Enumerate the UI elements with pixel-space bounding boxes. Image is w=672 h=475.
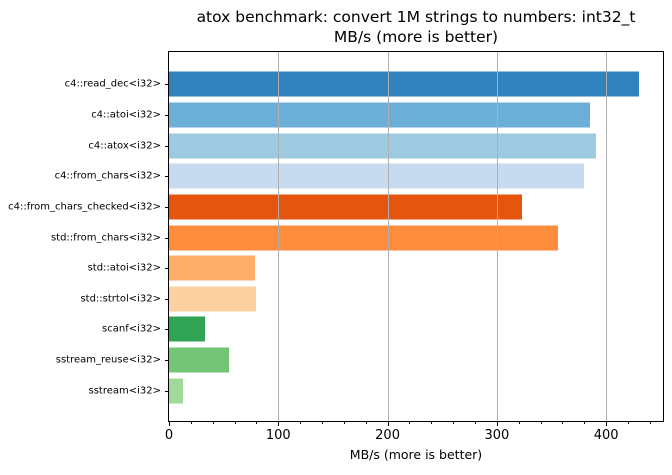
bar [169, 378, 184, 404]
bar-row: std::strtol<i32> [80, 283, 663, 314]
xtick-minor [343, 422, 345, 424]
xtick-minor [540, 422, 542, 424]
category-label: c4::read_dec<i32> [64, 78, 161, 90]
bar-row: c4::atoi<i32> [91, 100, 663, 131]
bar [169, 194, 522, 220]
ytick-mark [164, 145, 168, 147]
chart-title-line1: atox benchmark: convert 1M strings to nu… [196, 8, 636, 26]
xtick-minor [365, 422, 367, 424]
xtick-minor [584, 422, 586, 424]
chart-title-line2: MB/s (more is better) [333, 27, 499, 46]
bar-row: sstream_reuse<i32> [56, 345, 663, 376]
ytick-mark [164, 114, 168, 116]
xtick-minor [431, 422, 433, 424]
xtick-major [606, 422, 608, 426]
category-label: std::strtol<i32> [80, 293, 161, 305]
category-label: sstream<i32> [88, 385, 161, 397]
bar [169, 316, 206, 342]
bar [169, 163, 585, 189]
xtick-minor [628, 422, 630, 424]
xtick-label: 100 [265, 428, 291, 443]
gridline [606, 52, 608, 421]
xtick-minor [190, 422, 192, 424]
bar-row: std::from_chars<i32> [51, 222, 663, 253]
bar-row: scanf<i32> [102, 314, 663, 345]
ytick-mark [164, 298, 168, 300]
xtick-minor [409, 422, 411, 424]
bar-row: c4::from_chars<i32> [55, 161, 663, 192]
xtick-minor [562, 422, 564, 424]
ytick-mark [164, 268, 168, 270]
bar-row: sstream<i32> [88, 375, 663, 406]
bar [169, 225, 559, 251]
bar [169, 133, 597, 159]
bar [169, 347, 230, 373]
bar-row: c4::atox<i32> [88, 130, 663, 161]
xtick-major [169, 422, 170, 426]
category-label: c4::atox<i32> [88, 140, 161, 152]
bar [169, 71, 639, 97]
xtick-minor [518, 422, 520, 424]
xtick-minor [649, 422, 651, 424]
plot-area: c4::read_dec<i32>c4::atoi<i32>c4::atox<i… [8, 51, 664, 443]
ytick-mark [164, 176, 168, 178]
category-label: std::from_chars<i32> [50, 232, 161, 244]
xtick-label: 200 [375, 428, 400, 443]
bar-row: std::atoi<i32> [88, 253, 663, 284]
xtick-minor [322, 422, 323, 424]
ytick-mark [164, 390, 168, 392]
chart-title: atox benchmark: convert 1M strings to nu… [168, 8, 664, 47]
xtick-minor [475, 422, 477, 424]
xtick-minor [300, 422, 302, 424]
ytick-mark [164, 360, 168, 362]
bar [169, 255, 256, 281]
xtick-label: 0 [164, 428, 174, 443]
bar [169, 102, 590, 128]
gridline [496, 52, 498, 421]
category-label: c4::atoi<i32> [91, 109, 161, 121]
xtick-minor [234, 422, 236, 424]
bars-layer: c4::read_dec<i32>c4::atoi<i32>c4::atox<i… [8, 52, 663, 421]
xtick-label: 300 [484, 428, 510, 443]
ytick-mark [164, 237, 168, 239]
category-label: scanf<i32> [102, 323, 161, 335]
bar [169, 286, 257, 312]
xtick-major [278, 422, 280, 426]
bar-row: c4::from_chars_checked<i32> [8, 192, 663, 223]
ytick-mark [164, 84, 168, 86]
category-label: c4::from_chars<i32> [54, 170, 161, 182]
xtick-minor [256, 422, 258, 424]
xtick-minor [212, 422, 214, 424]
gridline [278, 52, 280, 421]
ytick-mark [164, 206, 168, 208]
xtick-major [496, 422, 498, 426]
ytick-mark [164, 329, 168, 331]
gridline [387, 52, 389, 421]
category-label: std::atoi<i32> [87, 262, 161, 274]
xaxis-label: MB/s (more is better) [349, 447, 483, 462]
category-label: c4::from_chars_checked<i32> [8, 201, 161, 213]
xtick-minor [453, 422, 455, 424]
xtick-label: 400 [593, 428, 619, 443]
category-label: sstream_reuse<i32> [55, 354, 161, 366]
bar-row: c4::read_dec<i32> [65, 69, 663, 100]
xtick-major [387, 422, 389, 426]
